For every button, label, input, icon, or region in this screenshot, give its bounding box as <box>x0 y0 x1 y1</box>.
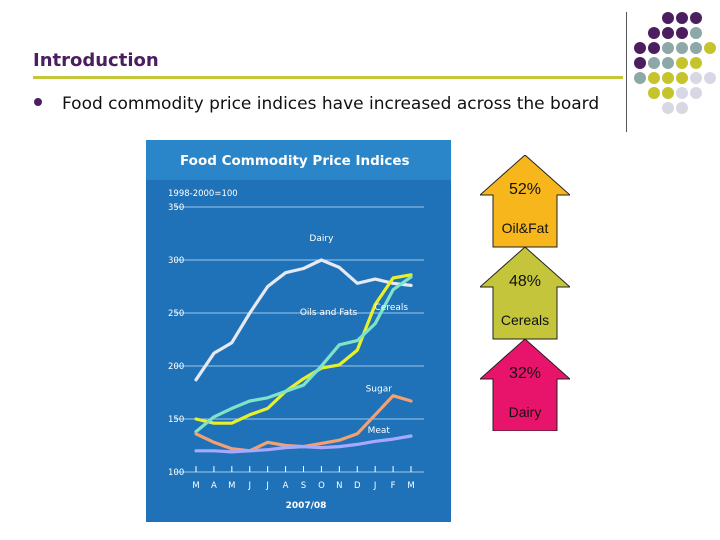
decorative-dot <box>634 72 646 84</box>
y-axis-ticks: 100 150 200 250 300 350 <box>168 203 184 478</box>
arrow-label: Cereals <box>501 312 549 328</box>
decorative-dot <box>662 72 674 84</box>
chart-header <box>146 140 451 180</box>
decorative-dot <box>676 57 688 69</box>
y-tick-label: 250 <box>168 309 184 319</box>
decorative-dot <box>690 27 702 39</box>
arrow-percent: 48% <box>509 273 541 290</box>
decorative-dot <box>676 27 688 39</box>
series-annotation: Cereals <box>375 303 409 313</box>
decorative-dot <box>704 42 716 54</box>
x-tick-label: N <box>336 481 342 491</box>
arrow-percent: 52% <box>509 181 541 198</box>
x-tick-label: F <box>391 481 396 491</box>
series-line-dairy <box>194 258 413 382</box>
chart-series <box>194 258 413 454</box>
chart-background <box>146 140 451 522</box>
decorative-dot <box>676 102 688 114</box>
slide-title: Introduction <box>33 50 159 71</box>
series-line-oils-and-fats <box>194 275 413 434</box>
x-tick-label: J <box>265 481 269 491</box>
x-tick-label: M <box>407 481 414 491</box>
y-tick-label: 300 <box>168 256 184 266</box>
decorative-dot <box>648 27 660 39</box>
decorative-dot <box>704 72 716 84</box>
y-tick-label: 350 <box>168 203 184 213</box>
decorative-dot <box>676 12 688 24</box>
x-tick-label: M <box>192 481 199 491</box>
chart-subtitle: 1998-2000=100 <box>168 189 238 199</box>
decorative-dot <box>676 87 688 99</box>
vertical-divider <box>626 12 627 132</box>
decorative-dot <box>634 57 646 69</box>
x-tick-label: D <box>354 481 361 491</box>
decorative-dot <box>648 57 660 69</box>
y-tick-label: 150 <box>168 415 184 425</box>
chart-title: Food Commodity Price Indices <box>180 153 410 169</box>
series-line-cereals <box>194 273 413 425</box>
x-tick-label: A <box>283 481 289 491</box>
y-tick-label: 200 <box>168 362 184 372</box>
decorative-dot <box>690 72 702 84</box>
decorative-dot <box>648 87 660 99</box>
increase-arrow <box>480 338 570 431</box>
x-tick-label: J <box>373 481 377 491</box>
x-tick-label: J <box>247 481 251 491</box>
decorative-dot <box>662 27 674 39</box>
decorative-dot <box>648 72 660 84</box>
decorative-dot <box>648 42 660 54</box>
decorative-dot <box>662 42 674 54</box>
arrow-label: Dairy <box>509 404 542 420</box>
decorative-dot <box>690 87 702 99</box>
series-annotation: Dairy <box>309 234 334 244</box>
decorative-dot-grid <box>634 12 716 114</box>
y-tick-label: 100 <box>168 468 184 478</box>
decorative-dot <box>690 42 702 54</box>
series-annotation: Oils and Fats <box>300 308 358 318</box>
decorative-dot <box>690 57 702 69</box>
decorative-dot <box>634 42 646 54</box>
chart-annotations: Dairy Cereals Oils and Fats Sugar Meat <box>300 234 409 436</box>
x-tick-label: O <box>318 481 325 491</box>
increase-arrows: 52% Oil&Fat 48% Cereals 32% Dairy <box>480 155 570 431</box>
title-underline <box>33 76 623 79</box>
series-annotation: Sugar <box>366 384 393 394</box>
x-axis-label: 2007/08 <box>286 501 327 511</box>
bullet-text: Food commodity price indices have increa… <box>62 94 600 114</box>
bullet-dot <box>34 98 42 106</box>
decorative-dot <box>690 12 702 24</box>
decorative-dot <box>676 72 688 84</box>
x-tick-label: A <box>211 481 217 491</box>
series-line-meat <box>194 434 413 454</box>
decorative-dot <box>662 102 674 114</box>
arrow-label: Oil&Fat <box>502 220 549 236</box>
arrow-percent: 32% <box>509 365 541 382</box>
series-annotation: Meat <box>368 426 391 436</box>
decorative-dot <box>662 57 674 69</box>
food-price-chart: Food Commodity Price Indices 1998-2000=1… <box>146 140 451 522</box>
decorative-dot <box>662 12 674 24</box>
decorative-dot <box>662 87 674 99</box>
x-tick-label: M <box>228 481 235 491</box>
decorative-dot <box>676 42 688 54</box>
x-tick-label: S <box>301 481 306 491</box>
